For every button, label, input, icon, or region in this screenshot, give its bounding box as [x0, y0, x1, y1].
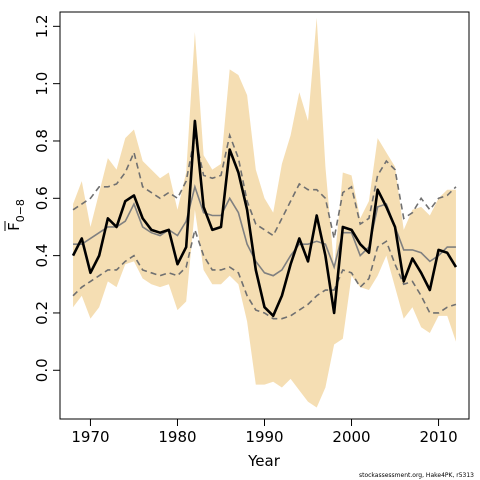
y-axis-title-sub: 0−8	[14, 199, 27, 222]
series-line-estimate	[71, 119, 458, 318]
y-tick-label: 1.0	[33, 72, 51, 96]
x-tick-label: 2000	[332, 428, 370, 446]
confidence-band	[73, 17, 456, 408]
x-tick-label: 1990	[245, 428, 283, 446]
y-tick-label: 0.0	[33, 358, 51, 382]
series-line-upper-dashed	[72, 132, 457, 239]
y-axis-title-main: F	[5, 222, 23, 231]
svg-text:F0−8: F0−8	[5, 199, 27, 231]
y-tick-label: 0.4	[33, 244, 51, 268]
x-tick-label: 1970	[71, 428, 109, 446]
x-tick-label: 1980	[158, 428, 196, 446]
credit-text: stockassessment.org, Hake4PK, r5313	[359, 472, 474, 479]
y-tick-label: 1.2	[33, 14, 51, 38]
y-tick-label: 0.2	[33, 301, 51, 325]
x-tick-label: 2010	[419, 428, 457, 446]
x-axis-title: Year	[247, 452, 281, 470]
y-axis-title: F0−8	[4, 199, 27, 231]
y-tick-label: 0.6	[33, 186, 51, 210]
y-tick-label: 0.8	[33, 129, 51, 153]
series-line-lower-dashed	[72, 226, 457, 320]
